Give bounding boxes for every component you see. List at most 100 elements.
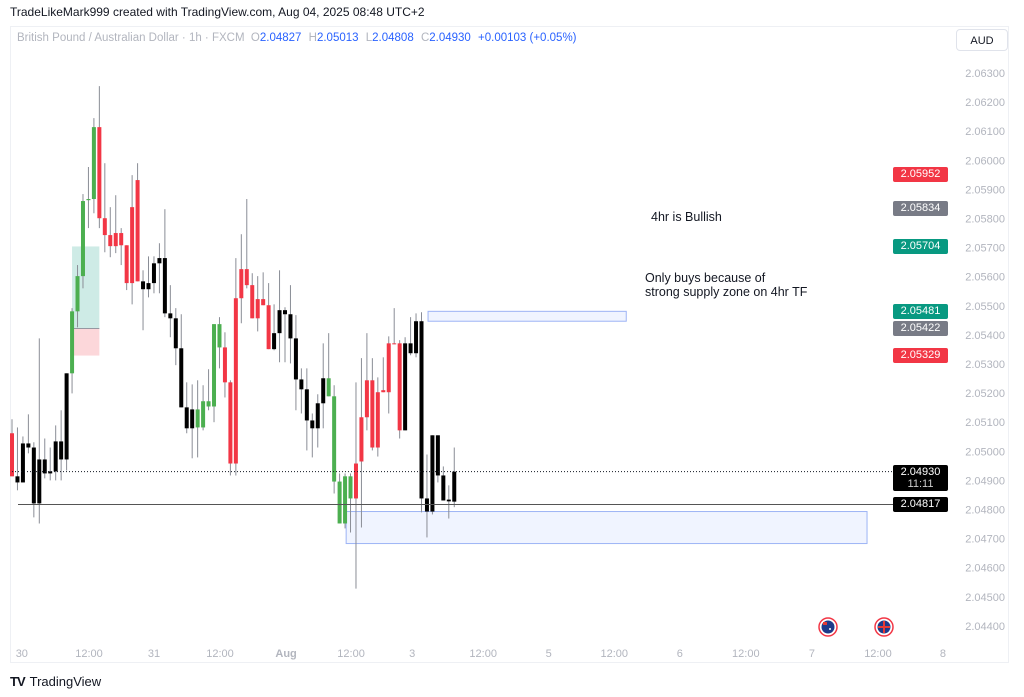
footer-brand[interactable]: TV TradingView (10, 674, 101, 689)
close-value: 2.04930 (429, 32, 471, 44)
low-label: L (365, 32, 373, 44)
candle (97, 86, 102, 229)
candle (15, 427, 20, 491)
candle-body (15, 476, 20, 483)
candle (299, 368, 304, 414)
price-tick-label: 2.05300 (965, 359, 1005, 371)
candle (321, 343, 326, 429)
candle (414, 313, 419, 358)
time-tick-label: 3 (409, 648, 415, 660)
price-tick-label: 2.06000 (965, 155, 1005, 167)
candle-body (37, 459, 42, 504)
candle-body (157, 258, 162, 264)
candle (59, 410, 64, 481)
candle-body (288, 314, 293, 339)
candle (157, 243, 162, 294)
candle-body (146, 283, 151, 290)
candle (272, 304, 277, 351)
candle-body (80, 201, 85, 277)
price-tick-label: 2.05900 (965, 184, 1005, 196)
candle (151, 256, 156, 294)
candle-body (272, 333, 277, 350)
price-label: 2.05704 (893, 238, 948, 254)
note-bullish[interactable]: 4hr is Bullish (651, 210, 722, 224)
candle (293, 315, 298, 411)
candle-body (419, 321, 424, 499)
price-tick-label: 2.04500 (965, 592, 1005, 604)
candle-body (359, 417, 364, 462)
open-value: 2.04827 (259, 32, 302, 44)
candle-body (26, 443, 31, 448)
candle (419, 312, 424, 513)
time-tick-label: 12:00 (206, 648, 234, 660)
candle (42, 438, 47, 479)
price-axis: 2.06300 2.06200 2.06100 2.06000 2.05900 2.058… (965, 68, 1005, 633)
uk-flag-icon[interactable] (874, 617, 894, 637)
symbol-legend[interactable]: British Pound / Australian Dollar · 1h ·… (17, 32, 581, 44)
current-price-value: 2.04930 (900, 465, 941, 478)
candle (141, 270, 146, 331)
currency-button[interactable]: AUD (956, 29, 1008, 51)
candle-body (326, 378, 331, 397)
candle (37, 338, 42, 524)
candle (228, 380, 233, 476)
supply-zone-rect (427, 310, 627, 322)
note-buys[interactable]: Only buys because of strong supply zone … (645, 271, 807, 299)
event-flags (818, 617, 894, 637)
candle-body (261, 299, 266, 306)
chart-panel[interactable] (10, 26, 1009, 663)
price-tick-label: 2.05500 (965, 301, 1005, 313)
time-tick-label: 31 (148, 648, 160, 660)
price-tick-label: 2.05100 (965, 417, 1005, 429)
candle (315, 394, 320, 448)
candle (392, 308, 397, 345)
candle-body (222, 347, 227, 383)
candle-body (102, 218, 107, 236)
candle-body (206, 401, 211, 407)
time-tick-label: 12:00 (864, 648, 892, 660)
bar-countdown: 11:11 (907, 477, 934, 490)
price-label: 2.05481 (893, 303, 948, 319)
candle (370, 358, 375, 451)
candle-body (293, 338, 298, 380)
candle-body (228, 382, 233, 464)
price-tick-label: 2.05200 (965, 388, 1005, 400)
close-label: C (420, 32, 430, 44)
candle-body (10, 433, 14, 477)
candle (119, 228, 124, 266)
candle (288, 285, 293, 364)
candle-body (353, 463, 358, 499)
candle (173, 308, 178, 366)
candle (26, 414, 31, 454)
candle-body (283, 310, 287, 315)
candle (244, 199, 249, 289)
australia-flag-icon[interactable] (818, 617, 838, 637)
time-tick-label: 12:00 (75, 648, 103, 660)
high-value: 2.05013 (316, 32, 359, 44)
candle (64, 373, 69, 471)
candle-body (135, 180, 140, 282)
candle (283, 307, 287, 363)
candle (375, 377, 380, 457)
candle (239, 234, 244, 324)
candle (201, 385, 206, 431)
candle (162, 209, 167, 318)
candle (397, 340, 402, 439)
candle (53, 425, 58, 481)
candle (217, 317, 222, 369)
time-tick-label: 12:00 (732, 648, 760, 660)
candle-body (315, 403, 320, 429)
candle (310, 413, 315, 458)
candle-body (430, 435, 435, 512)
time-tick-label: 7 (809, 648, 815, 660)
drawings-layer (72, 246, 868, 545)
candle (206, 369, 211, 411)
tradingview-logo-icon: TV (10, 674, 26, 689)
low-value: 2.04808 (372, 32, 414, 44)
price-tick-label: 2.04400 (965, 621, 1005, 633)
candle (48, 447, 53, 481)
time-tick-label: 6 (677, 648, 683, 660)
candle-body (310, 420, 315, 429)
candle-body (168, 313, 173, 319)
